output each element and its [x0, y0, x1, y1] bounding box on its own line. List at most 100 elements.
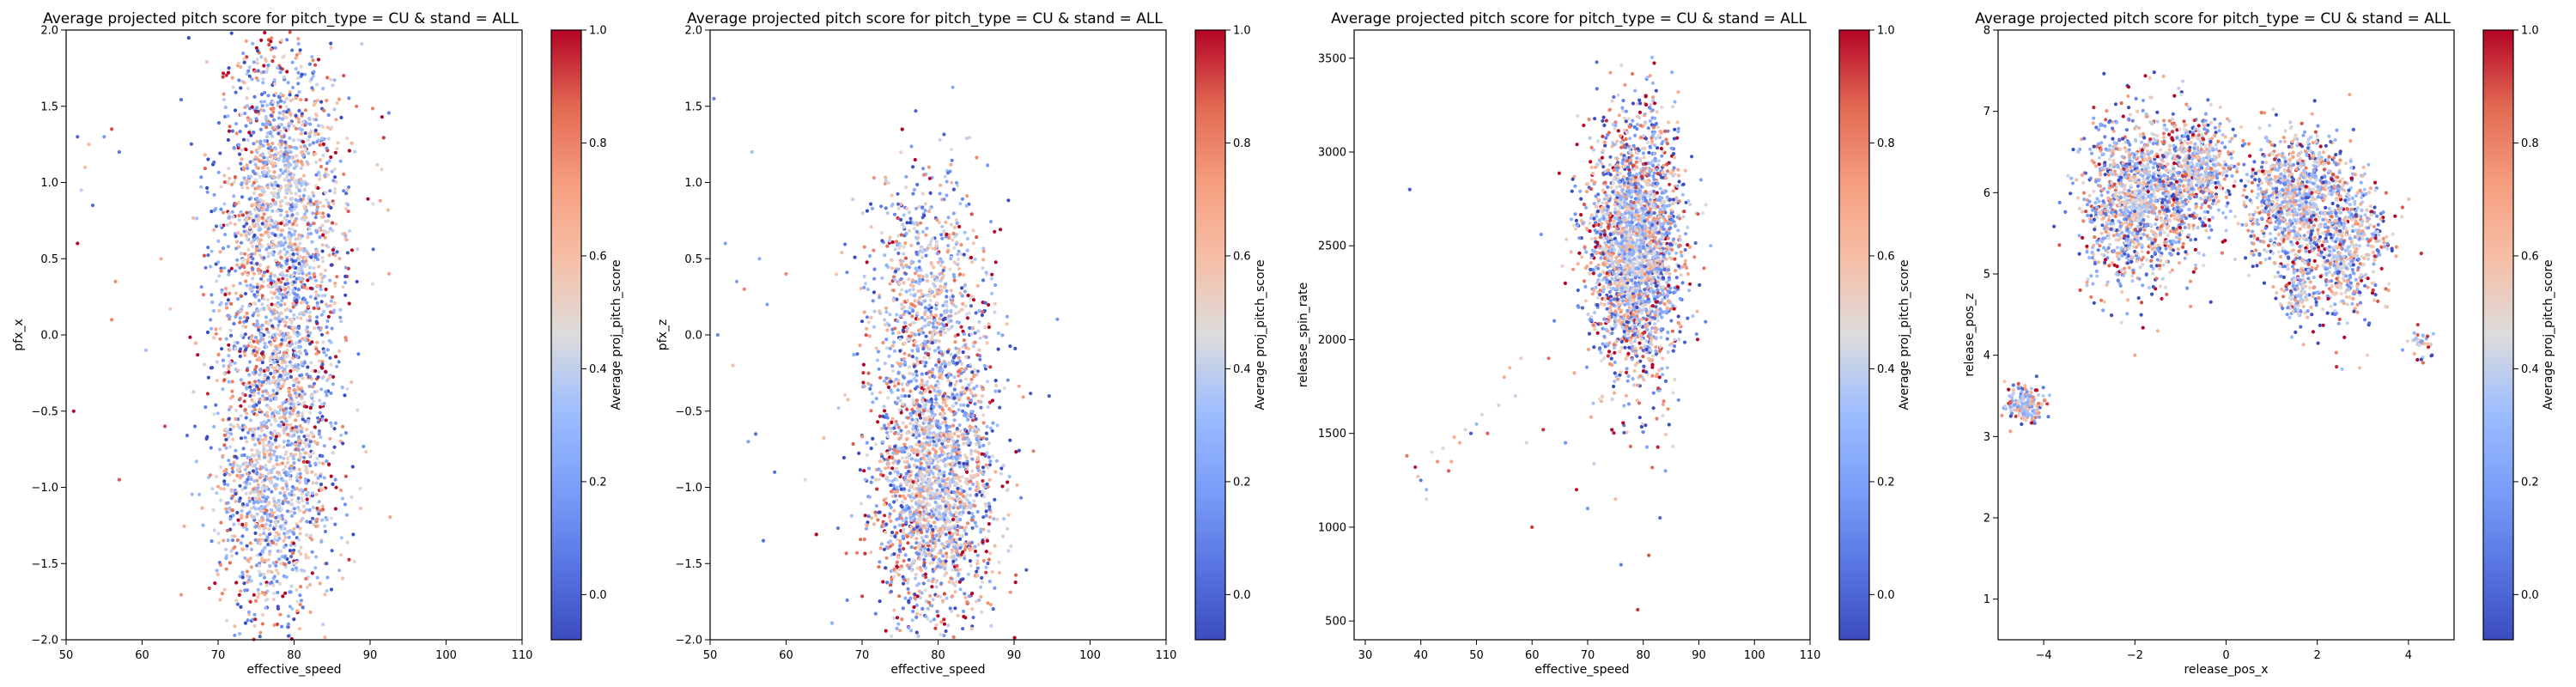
data-point: [275, 462, 279, 466]
data-point: [247, 380, 252, 385]
data-point: [238, 320, 242, 325]
data-point: [246, 316, 250, 320]
data-point: [300, 150, 304, 155]
data-point: [321, 215, 325, 219]
data-point: [221, 417, 225, 422]
data-point: [319, 435, 323, 440]
data-point: [962, 432, 966, 436]
data-point: [208, 473, 212, 477]
data-point: [951, 635, 956, 640]
data-point: [280, 117, 285, 121]
data-point: [215, 279, 219, 283]
data-point: [360, 42, 364, 46]
data-point: [914, 418, 918, 423]
data-point: [921, 538, 926, 544]
data-point: [228, 462, 233, 466]
data-point: [986, 561, 990, 566]
data-point: [968, 559, 973, 563]
data-point: [295, 486, 299, 491]
data-point: [309, 361, 313, 365]
data-point: [886, 478, 890, 483]
data-point: [222, 364, 226, 368]
data-point: [202, 362, 206, 367]
data-point: [252, 94, 257, 99]
data-point: [311, 516, 315, 520]
data-point: [299, 351, 303, 356]
data-point: [901, 523, 905, 527]
data-point: [229, 489, 234, 494]
data-point: [909, 457, 914, 461]
data-point: [325, 331, 330, 335]
data-point: [228, 423, 233, 427]
data-point: [918, 503, 922, 508]
data-point: [276, 590, 280, 595]
data-point: [230, 182, 234, 186]
data-point: [246, 512, 250, 516]
data-point: [298, 471, 302, 476]
data-point: [255, 460, 259, 465]
data-point: [931, 495, 935, 500]
data-point: [895, 626, 899, 631]
data-point: [219, 223, 223, 228]
data-point: [204, 436, 209, 441]
data-point: [265, 304, 270, 308]
data-point: [296, 295, 301, 300]
data-point: [273, 46, 277, 50]
data-point: [250, 150, 254, 155]
data-point: [288, 477, 293, 481]
data-point: [331, 83, 335, 88]
data-point: [227, 215, 232, 219]
data-point: [265, 503, 270, 508]
data-point: [276, 65, 280, 70]
data-point: [240, 575, 245, 580]
data-point: [228, 348, 232, 352]
data-point: [1014, 450, 1018, 454]
data-point: [931, 471, 935, 476]
data-point: [240, 213, 246, 217]
data-point: [890, 533, 894, 538]
data-point: [934, 585, 939, 589]
data-point: [294, 442, 298, 447]
data-point: [242, 453, 246, 458]
data-point: [307, 195, 311, 199]
data-point: [292, 160, 296, 164]
data-point: [299, 545, 303, 550]
data-point: [917, 423, 921, 429]
data-point: [289, 204, 294, 208]
data-point: [345, 137, 349, 141]
data-point: [307, 314, 312, 319]
data-point: [256, 186, 260, 191]
data-point: [309, 203, 313, 207]
data-point: [230, 210, 234, 214]
data-point: [889, 429, 893, 434]
data-point: [287, 245, 292, 249]
data-point: [273, 155, 277, 160]
data-point: [308, 533, 313, 538]
data-point: [190, 492, 194, 496]
data-point: [234, 90, 238, 94]
data-point: [326, 229, 331, 234]
data-point: [313, 278, 319, 283]
data-point: [325, 325, 329, 329]
data-point: [243, 179, 247, 183]
data-point: [342, 172, 346, 176]
data-point: [238, 575, 242, 579]
data-point: [253, 203, 258, 207]
data-point: [984, 565, 988, 569]
data-point: [897, 548, 902, 552]
data-point: [267, 150, 271, 155]
data-point: [899, 433, 903, 437]
data-point: [329, 46, 333, 50]
data-point: [333, 253, 337, 258]
data-point: [944, 629, 948, 634]
data-point: [249, 565, 253, 569]
data-point: [234, 246, 239, 251]
data-point: [884, 531, 888, 535]
data-point: [283, 166, 288, 170]
data-point: [262, 256, 266, 260]
data-point: [270, 198, 276, 203]
colorbar: 0.00.20.40.60.81.0: [550, 25, 607, 641]
data-point: [260, 104, 264, 108]
data-point: [262, 575, 267, 580]
data-point: [341, 285, 345, 289]
